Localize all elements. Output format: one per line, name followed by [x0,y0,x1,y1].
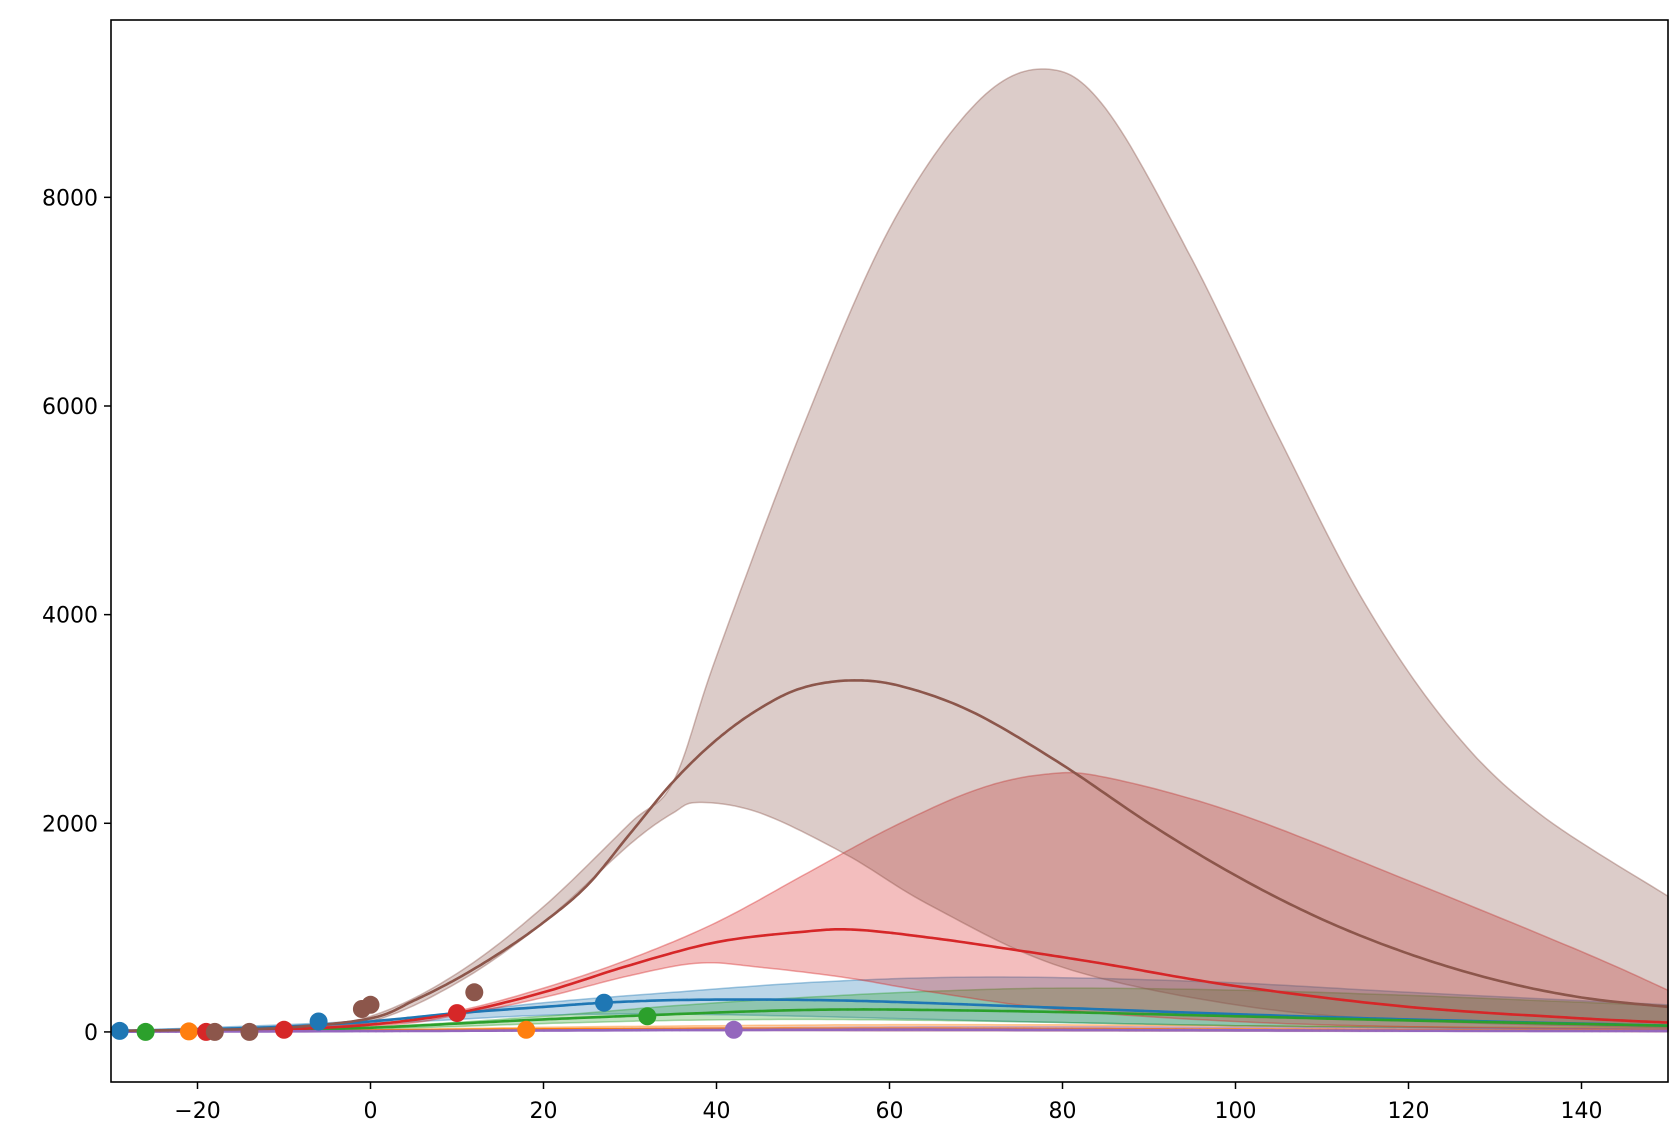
x-tick-label: 0 [364,1099,378,1124]
data-point-5-1 [724,1020,743,1039]
series-curve-6 [110,679,1669,1033]
x-tick-label: 100 [1215,1099,1257,1124]
confidence-band-6 [110,68,1669,1032]
data-point-2-2 [517,1020,536,1039]
y-tick-label: 2000 [42,812,98,837]
data-point-2-1 [179,1022,198,1041]
x-tick-label: 20 [530,1099,558,1124]
series-curve-4 [111,928,1669,1033]
y-tick-label: 4000 [42,604,98,629]
y-tick-label: 0 [84,1021,98,1046]
x-tick-label: 60 [876,1099,904,1124]
x-tick-label: 80 [1049,1099,1077,1124]
x-tick-label: 120 [1388,1099,1430,1124]
series-dotted-curve-3 [110,1008,1669,1033]
data-point-6-2 [240,1022,259,1041]
x-tick-label: 40 [703,1099,731,1124]
y-tick-label: 6000 [42,395,98,420]
data-point-6-5 [465,983,484,1002]
confidence-band-4 [110,771,1669,1032]
x-axis: −20 0 20 40 60 80 100 120 140 [174,1082,1603,1124]
data-point-6-4 [361,995,380,1014]
data-point-1-2 [309,1012,328,1031]
data-point-6-1 [205,1022,224,1041]
data-point-3-1 [136,1022,155,1041]
x-tick-label: 140 [1561,1099,1603,1124]
y-tick-label: 8000 [42,186,98,211]
plot-background [111,20,1668,1082]
data-point-4-3 [448,1004,466,1023]
data-point-4-2 [275,1020,293,1039]
data-point-1-3 [595,993,613,1012]
y-axis: 0 2000 4000 6000 8000 [42,186,111,1046]
observed-points [110,983,743,1041]
x-tick-label: −20 [174,1099,220,1124]
data-point-1-1 [110,1021,129,1040]
series-dotted-curve-5 [111,1028,1668,1033]
data-point-3-2 [638,1007,657,1026]
